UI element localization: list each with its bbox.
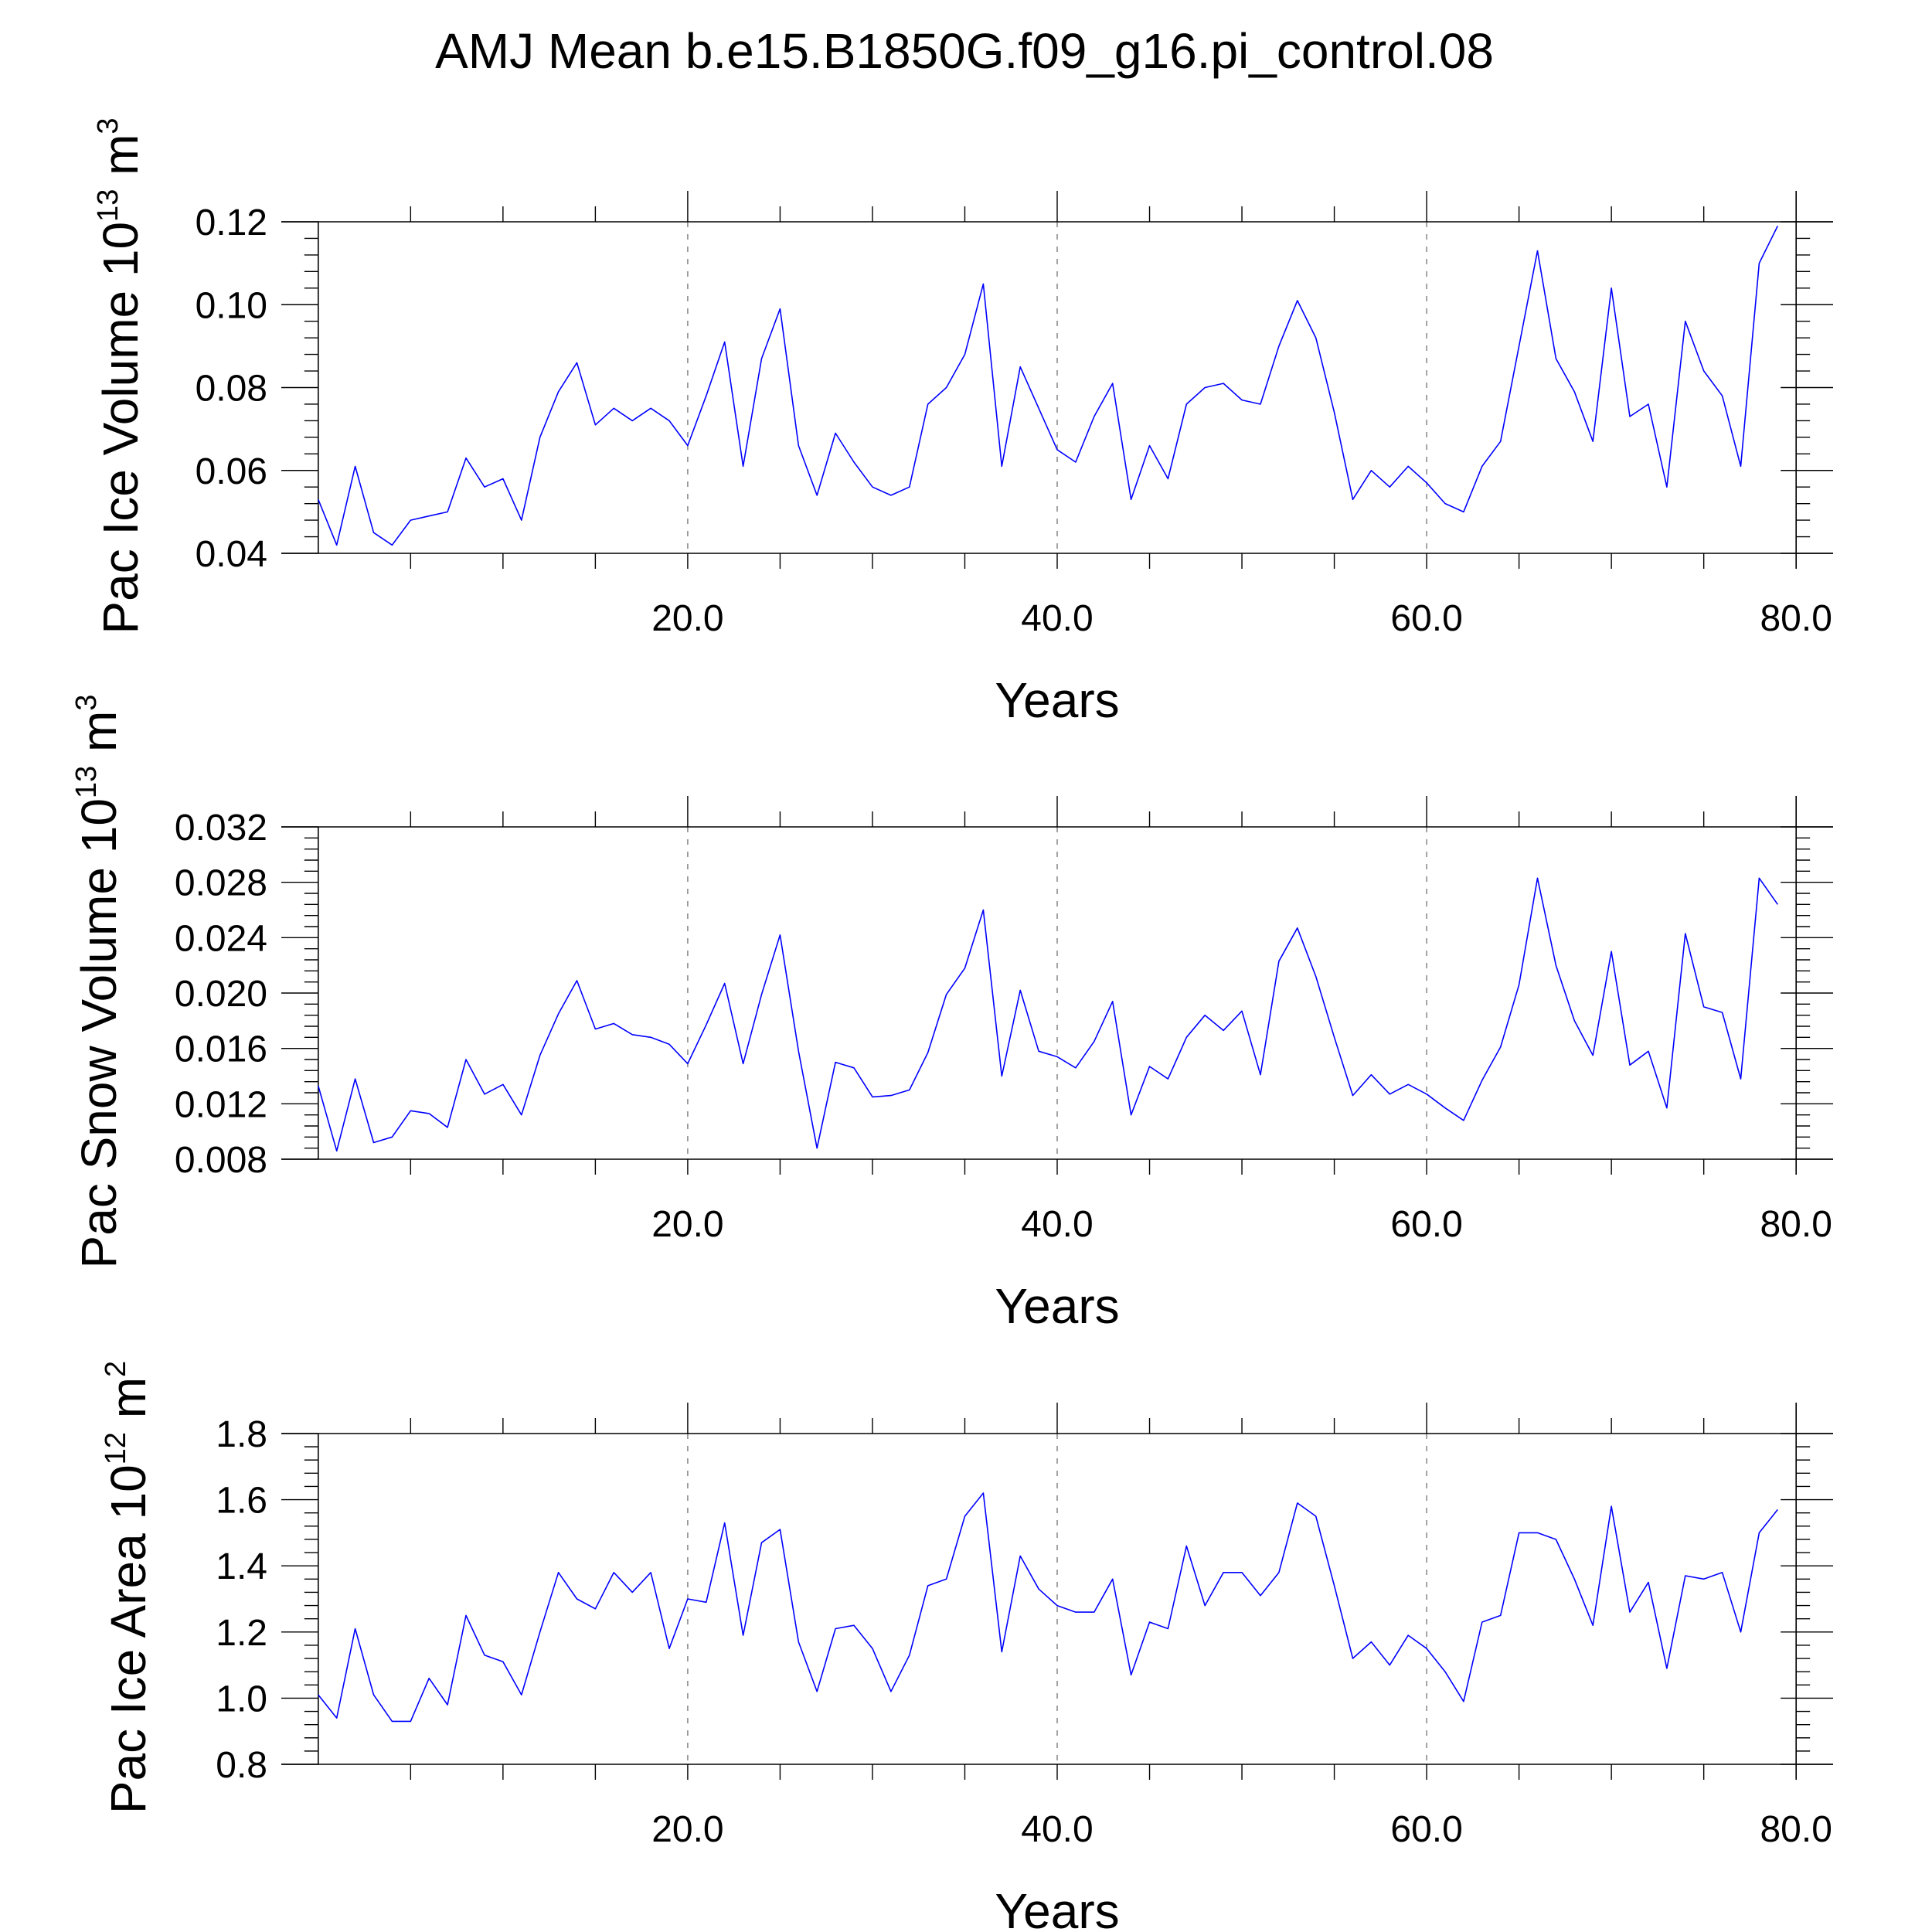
x-axis-label: Years — [995, 672, 1119, 728]
x-tick-label: 60.0 — [1390, 1809, 1462, 1850]
y-tick-label: 0.08 — [196, 369, 267, 410]
y-tick-label: 0.016 — [175, 1029, 267, 1070]
y-tick-label: 1.4 — [216, 1546, 267, 1587]
y-tick-label: 0.12 — [196, 202, 267, 243]
y-tick-label: 0.012 — [175, 1084, 267, 1125]
y-axis-label: Pac Ice Area 1012 m2 — [100, 1361, 156, 1814]
series-line — [318, 1492, 1778, 1723]
y-tick-label: 1.6 — [216, 1481, 267, 1522]
series-line — [318, 877, 1778, 1152]
y-tick-label: 0.06 — [196, 451, 267, 492]
y-tick-label: 0.020 — [175, 974, 267, 1015]
x-tick-label: 80.0 — [1760, 598, 1832, 639]
x-axis-label: Years — [995, 1883, 1119, 1932]
y-tick-label: 0.024 — [175, 918, 267, 959]
y-tick-label: 0.04 — [196, 534, 267, 575]
y-tick-label: 1.0 — [216, 1679, 267, 1719]
chart-panels: 0.04 0.06 0.08 0.10 0.12 20.0 40.0 60.0 80.0 Year… — [70, 117, 1833, 1932]
x-tick-label: 40.0 — [1021, 1204, 1093, 1245]
y-axis-label: Pac Ice Volume 1013 m3 — [92, 117, 148, 634]
chart-panel-1: 0.04 0.06 0.08 0.10 0.12 20.0 40.0 60.0 80.0 Year… — [92, 117, 1833, 728]
y-axis-label: Pac Snow Volume 1013 m3 — [70, 695, 127, 1269]
x-tick-label: 20.0 — [651, 1809, 723, 1850]
y-tick-label: 0.8 — [216, 1745, 267, 1786]
x-tick-label: 60.0 — [1390, 1204, 1462, 1245]
figure-title: AMJ Mean b.e15.B1850G.f09_g16.pi_control… — [435, 23, 1494, 79]
x-tick-label: 80.0 — [1760, 1809, 1832, 1850]
x-tick-label: 40.0 — [1021, 598, 1093, 639]
x-tick-label: 20.0 — [651, 1204, 723, 1245]
x-tick-label: 40.0 — [1021, 1809, 1093, 1850]
y-tick-label: 1.2 — [216, 1613, 267, 1654]
chart-panel-3: 0.8 1.0 1.2 1.4 1.6 1.8 20.0 40.0 60.0 80.0 Years P… — [100, 1361, 1833, 1932]
x-axis-label: Years — [995, 1278, 1119, 1334]
x-tick-label: 60.0 — [1390, 598, 1462, 639]
chart-panel-2: 0.008 0.012 0.016 0.020 0.024 0.028 0.032 20.0 4… — [70, 695, 1833, 1334]
y-tick-label: 1.8 — [216, 1414, 267, 1455]
y-tick-label: 0.008 — [175, 1140, 267, 1181]
x-tick-label: 80.0 — [1760, 1204, 1832, 1245]
y-tick-label: 0.032 — [175, 808, 267, 849]
series-line — [318, 226, 1779, 546]
y-tick-label: 0.10 — [196, 285, 267, 326]
y-tick-label: 0.028 — [175, 863, 267, 904]
x-tick-label: 20.0 — [651, 598, 723, 639]
